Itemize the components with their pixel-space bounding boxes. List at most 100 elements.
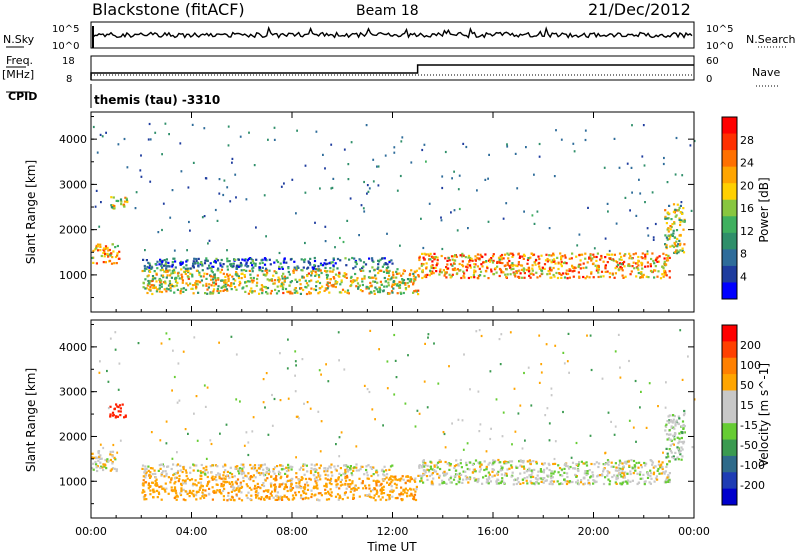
scatter-cell bbox=[532, 482, 535, 485]
scatter-cell bbox=[218, 489, 221, 492]
scatter-cell bbox=[111, 462, 114, 465]
scatter-cell bbox=[173, 486, 177, 489]
scatter-cell bbox=[368, 292, 371, 295]
scatter-cell bbox=[387, 271, 390, 274]
scatter-cell bbox=[466, 442, 469, 445]
scatter-cell bbox=[671, 421, 674, 424]
scatter-cell bbox=[633, 267, 636, 270]
scatter-cell bbox=[441, 186, 444, 190]
scatter-cell bbox=[181, 275, 184, 278]
scatter-cell bbox=[572, 142, 575, 145]
colorbar-swatch bbox=[722, 374, 737, 391]
scatter-cell bbox=[252, 276, 255, 280]
scatter-cell bbox=[630, 459, 633, 462]
scatter-cell bbox=[668, 448, 671, 451]
scatter-cell bbox=[334, 262, 337, 265]
scatter-cell bbox=[489, 480, 492, 483]
scatter-cell bbox=[148, 262, 151, 265]
scatter-cell bbox=[264, 406, 266, 409]
scatter-cell bbox=[643, 483, 646, 486]
scatter-cell bbox=[182, 482, 185, 485]
scatter-cell bbox=[324, 287, 327, 290]
scatter-cell bbox=[184, 288, 188, 291]
scatter-cell bbox=[294, 491, 297, 494]
scatter-cell bbox=[631, 466, 634, 469]
scatter-cell bbox=[681, 420, 685, 423]
scatter-cell bbox=[666, 476, 669, 479]
scatter-cell bbox=[165, 290, 168, 293]
scatter-cell bbox=[511, 264, 514, 268]
scatter-cell bbox=[479, 468, 482, 471]
scatter-cell bbox=[570, 257, 573, 260]
scatter-cell bbox=[222, 474, 225, 477]
scatter-cell bbox=[272, 274, 275, 277]
scatter-cell bbox=[409, 487, 412, 490]
scatter-cell bbox=[318, 369, 321, 372]
scatter-cell bbox=[502, 217, 505, 220]
scatter-cell bbox=[290, 468, 293, 471]
scatter-cell bbox=[606, 470, 609, 473]
scatter-cell bbox=[192, 266, 195, 269]
scatter-cell bbox=[347, 163, 350, 166]
scatter-cell bbox=[227, 284, 230, 287]
scatter-cell bbox=[181, 262, 184, 265]
scatter-cell bbox=[199, 470, 202, 473]
scatter-cell bbox=[230, 262, 233, 266]
scatter-cell bbox=[124, 414, 127, 417]
scatter-cell bbox=[567, 272, 570, 275]
scatter-cell bbox=[469, 476, 472, 479]
scatter-cell bbox=[535, 460, 538, 463]
scatter-cell bbox=[193, 412, 195, 415]
scatter-cell bbox=[206, 267, 209, 270]
scatter-cell bbox=[572, 275, 575, 278]
scatter-cell bbox=[142, 475, 145, 478]
scatter-cell bbox=[564, 462, 567, 465]
scatter-cell bbox=[145, 267, 148, 271]
scatter-cell bbox=[463, 276, 466, 279]
scatter-cell bbox=[160, 279, 163, 282]
scatter-cell bbox=[491, 261, 495, 264]
scatter-cell bbox=[520, 264, 523, 267]
scatter-cell bbox=[165, 267, 168, 270]
colorbar-swatch bbox=[722, 133, 737, 151]
scatter-cell bbox=[355, 466, 358, 469]
scatter-cell bbox=[498, 267, 502, 271]
scatter-cell bbox=[517, 252, 520, 255]
scatter-cell bbox=[526, 258, 530, 262]
scatter-cell bbox=[197, 257, 200, 260]
scatter-cell bbox=[455, 464, 458, 467]
scatter-cell bbox=[633, 464, 636, 467]
scatter-cell bbox=[606, 202, 609, 205]
scatter-cell bbox=[173, 496, 176, 500]
scatter-cell bbox=[658, 472, 661, 475]
scatter-cell bbox=[591, 257, 594, 260]
scatter-cell bbox=[568, 480, 571, 483]
scatter-cell bbox=[522, 459, 525, 463]
scatter-cell bbox=[318, 291, 321, 294]
scatter-cell bbox=[593, 463, 596, 466]
scatter-cell bbox=[258, 269, 261, 272]
scatter-cell bbox=[595, 266, 599, 269]
scatter-cell bbox=[559, 252, 562, 255]
scatter-cell bbox=[676, 436, 679, 439]
velocity-ylabel: Slant Range [km] bbox=[24, 368, 38, 472]
scatter-cell bbox=[352, 496, 355, 499]
scatter-cell bbox=[278, 472, 282, 475]
scatter-cell bbox=[573, 150, 576, 153]
scatter-cell bbox=[226, 470, 229, 473]
scatter-cell bbox=[642, 273, 645, 276]
scatter-cell bbox=[402, 478, 405, 481]
scatter-cell bbox=[376, 267, 379, 270]
scatter-cell bbox=[99, 243, 102, 246]
scatter-cell bbox=[479, 461, 482, 464]
scatter-cell bbox=[248, 131, 250, 134]
scatter-cell bbox=[547, 270, 550, 273]
scatter-cell bbox=[293, 288, 296, 291]
scatter-cell bbox=[595, 269, 598, 272]
scatter-cell bbox=[266, 496, 269, 499]
scatter-cell bbox=[150, 431, 153, 434]
colorbar-tick-label: -50 bbox=[740, 439, 758, 452]
scatter-cell bbox=[325, 469, 328, 472]
scatter-cell bbox=[517, 263, 520, 266]
scatter-cell bbox=[484, 178, 487, 181]
